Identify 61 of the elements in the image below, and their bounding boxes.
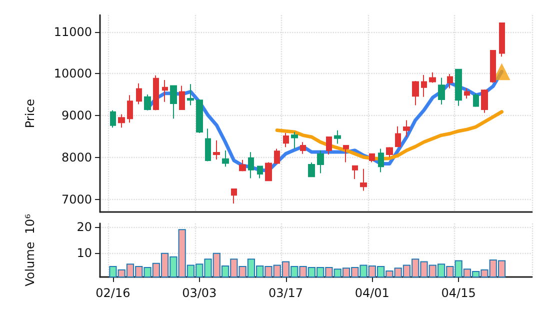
candlestick — [239, 159, 246, 172]
candlestick — [170, 85, 177, 120]
line-series — [275, 110, 504, 161]
candlestick — [222, 150, 229, 168]
x-tick-label: 04/15 — [441, 286, 476, 300]
candlestick — [412, 80, 419, 106]
candlestick — [257, 166, 263, 179]
candlestick — [162, 80, 168, 102]
candlestick — [499, 22, 505, 58]
y-tick-label: 20 — [76, 220, 92, 234]
y-tick-label: 11000 — [54, 24, 92, 39]
candlestick — [110, 110, 116, 128]
candlestick — [308, 162, 315, 178]
candlestick — [455, 68, 462, 106]
candlestick — [300, 142, 306, 154]
candlestick — [334, 130, 341, 144]
candlestick — [447, 74, 453, 89]
candlestick — [386, 146, 393, 158]
candlestick — [265, 162, 272, 182]
candlestick — [144, 94, 151, 111]
candlestick — [231, 188, 237, 204]
y-axis-title: Volume 10⁶ — [23, 214, 37, 286]
candlestick — [490, 50, 496, 84]
candlestick — [464, 88, 470, 99]
candlestick — [352, 165, 358, 180]
y-tick-label: 8000 — [61, 150, 92, 165]
candlestick — [274, 148, 280, 164]
candlestick — [369, 153, 375, 163]
candlestick — [395, 126, 401, 148]
candlestick — [213, 140, 220, 160]
candlestick — [326, 136, 332, 155]
candlestick — [438, 77, 445, 106]
candlestick — [421, 74, 427, 98]
candlestick — [127, 94, 133, 124]
candlestick — [317, 150, 324, 174]
x-tick-label: 02/16 — [96, 286, 130, 300]
candlestick — [179, 85, 185, 110]
candlestick — [473, 92, 479, 108]
candlestick — [429, 72, 436, 84]
candlestick — [378, 148, 384, 173]
candlestick — [291, 132, 298, 150]
candlestick — [118, 114, 125, 128]
candlestick — [205, 128, 211, 162]
candlestick — [187, 84, 194, 106]
candlestick — [343, 144, 349, 163]
x-tick-label: 04/01 — [354, 286, 390, 300]
x-tick-label: 03/03 — [182, 286, 217, 300]
candlestick — [153, 74, 159, 111]
y-axis-title: Price — [23, 98, 37, 128]
y-tick-label: 10 — [76, 246, 92, 260]
candlestick — [196, 100, 203, 134]
candlestick — [481, 88, 488, 114]
candlestick — [403, 120, 410, 138]
x-tick-label: 03/17 — [268, 286, 304, 300]
candlestick — [360, 168, 367, 192]
y-tick-label: 9000 — [61, 108, 92, 123]
y-tick-label: 7000 — [61, 192, 92, 206]
candlestick — [283, 132, 289, 148]
candlestick — [136, 82, 142, 105]
y-tick-label: 10000 — [54, 66, 92, 81]
candlestick — [248, 152, 254, 179]
